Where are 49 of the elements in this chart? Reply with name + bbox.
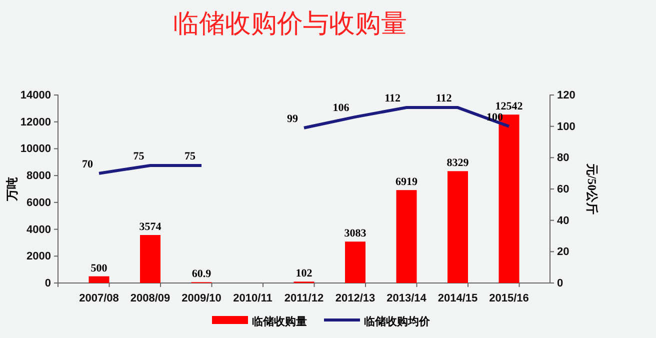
data-label: 70 bbox=[82, 158, 94, 170]
x-tick-label: 2010/11 bbox=[233, 292, 272, 304]
data-label: 3574 bbox=[139, 221, 162, 234]
y-tick-label: 4000 bbox=[26, 224, 51, 236]
y-tick-label: 14000 bbox=[20, 90, 51, 102]
x-tick-label: 2007/08 bbox=[79, 292, 119, 304]
bar bbox=[88, 276, 110, 283]
y-tick-label: 6000 bbox=[26, 196, 51, 209]
y-axis-title: 万吨 bbox=[5, 177, 19, 202]
y2-tick-label: 60 bbox=[557, 184, 570, 196]
x-tick-label: 2011/12 bbox=[284, 292, 324, 304]
y-tick-label: 10000 bbox=[20, 143, 51, 156]
chart-title: 临储收购价与收购量 bbox=[173, 9, 407, 39]
x-tick-label: 2008/09 bbox=[130, 292, 170, 304]
x-tick-label: 2013/14 bbox=[386, 292, 428, 304]
data-label: 106 bbox=[332, 102, 350, 114]
y-tick-label: 12000 bbox=[20, 116, 51, 128]
legend-label: 临储收购均价 bbox=[364, 315, 431, 328]
data-label: 75 bbox=[133, 150, 145, 162]
y2-tick-label: 80 bbox=[557, 152, 570, 164]
x-tick-label: 2015/16 bbox=[489, 292, 529, 304]
y2-tick-label: 100 bbox=[557, 120, 576, 133]
data-label: 3083 bbox=[344, 228, 367, 240]
y2-tick-label: 0 bbox=[557, 278, 564, 290]
y2-axis-title: 元/50公斤 bbox=[585, 162, 599, 215]
data-label: 99 bbox=[287, 112, 298, 125]
data-label: 112 bbox=[384, 92, 401, 105]
y2-tick-label: 40 bbox=[557, 214, 570, 227]
y2-tick-label: 120 bbox=[557, 90, 576, 102]
data-label: 102 bbox=[296, 268, 313, 280]
data-label: 8329 bbox=[446, 157, 470, 170]
x-tick-label: 2009/10 bbox=[182, 292, 222, 304]
x-tick-label: 2012/13 bbox=[335, 292, 376, 304]
legend-label: 临储收购量 bbox=[252, 315, 307, 328]
data-label: 12542 bbox=[495, 100, 524, 113]
bar bbox=[345, 242, 366, 283]
y-tick-label: 0 bbox=[44, 278, 51, 290]
data-label: 500 bbox=[90, 262, 108, 274]
bar bbox=[396, 190, 417, 283]
y-tick-label: 2000 bbox=[26, 250, 51, 263]
bar bbox=[448, 171, 468, 283]
data-label: 112 bbox=[436, 92, 452, 105]
y2-tick-label: 20 bbox=[557, 246, 570, 258]
y-tick-label: 8000 bbox=[26, 170, 51, 182]
x-tick-label: 2014/15 bbox=[438, 292, 478, 304]
data-label: 60.9 bbox=[192, 268, 212, 280]
data-label: 6919 bbox=[396, 176, 418, 188]
bar bbox=[140, 235, 160, 283]
data-label: 75 bbox=[184, 150, 196, 162]
